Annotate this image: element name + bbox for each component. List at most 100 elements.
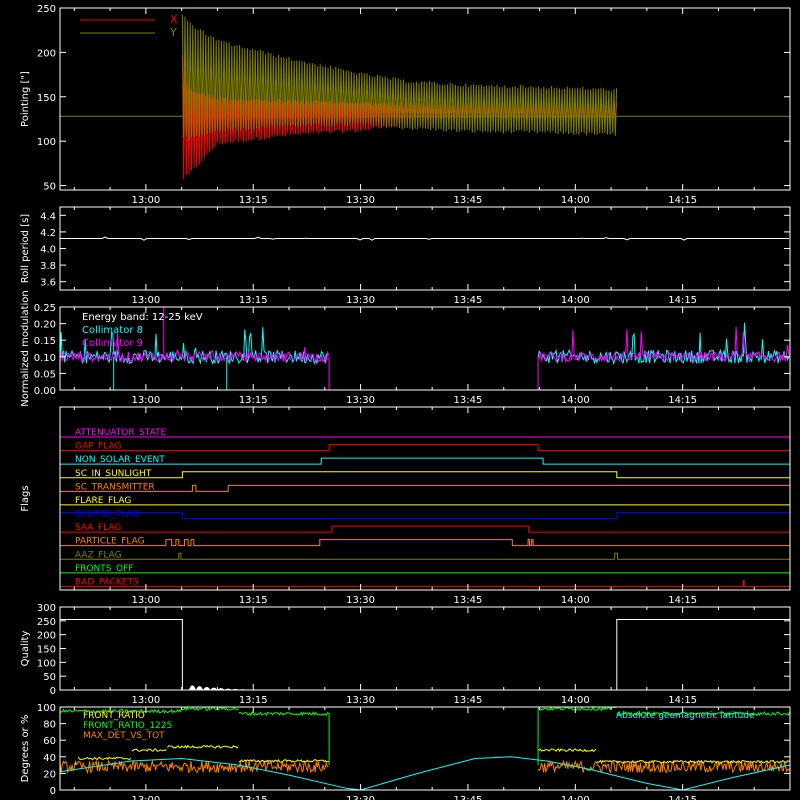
y-tick-label: 250 (37, 617, 56, 628)
y-tick-label: 100 (37, 137, 56, 148)
x-tick-label: 13:15 (239, 795, 268, 800)
flag-trace (60, 539, 790, 547)
legend-label-collimator-8: Collimator 8 (82, 325, 143, 336)
flag-label: GAP_FLAG (75, 442, 121, 452)
panel-frame (59, 7, 791, 191)
y-tick-label: 4.2 (40, 228, 56, 239)
y-axis-label: Roll period [s] (20, 214, 31, 283)
flag-label: BAD_PACKETS (75, 577, 139, 587)
x-tick-label: 14:15 (668, 595, 697, 606)
y-axis-label: Flags (20, 485, 31, 511)
roll-period-series (60, 236, 789, 241)
x-tick-label: 13:30 (346, 295, 375, 306)
x-tick-label: 13:15 (239, 595, 268, 606)
flag-trace (60, 525, 790, 533)
flags-panel: ATTENUATOR_STATE GAP_FLAG NON_SOLAR_EVENT S… (20, 406, 791, 606)
x-tick-label: 13:30 (346, 695, 375, 706)
flag-trace (60, 471, 790, 479)
legend-label-front-ratio: FRONT_RATIO (83, 711, 145, 721)
flag-label: PARTICLE_FLAG (75, 537, 145, 547)
legend-label-front-ratio-1225: FRONT_RATIO_1225 (83, 721, 172, 731)
x-tick-label: 14:15 (668, 395, 697, 406)
y-tick-label: 250 (37, 4, 56, 15)
flag-label: FLARE_FLAG (75, 496, 131, 506)
x-tick-label: 14:00 (561, 595, 590, 606)
legend-label-max-det-vs-tot: MAX_DET_VS_TOT (83, 731, 165, 741)
y-tick-label: 0.25 (34, 303, 56, 314)
x-tick-label: 13:45 (454, 195, 483, 206)
flag-trace (60, 444, 790, 452)
y-axis-label: Quality (20, 631, 31, 667)
x-tick-label: 13:45 (454, 295, 483, 306)
x-tick-label: 13:30 (346, 795, 375, 800)
y-tick-label: 200 (37, 48, 56, 59)
geomagnetic-latitude-series (59, 756, 791, 791)
legend-label-collimator-9: Collimator 9 (82, 338, 143, 349)
y-tick-label: 0.15 (34, 336, 56, 347)
roll-period-panel: 13:00 13:15 13:30 13:45 14:00 14:15 Roll perio… (20, 206, 791, 306)
flag-trace (60, 579, 790, 587)
x-tick-label: 13:00 (131, 695, 160, 706)
pointing-y-series (181, 14, 618, 140)
x-tick-label: 14:00 (561, 695, 590, 706)
x-tick-label: 14:00 (561, 795, 590, 800)
panel-frame (59, 206, 791, 291)
flag-label: FRONTS_OFF (75, 564, 133, 574)
flag-label: ATTENUATOR_STATE (75, 428, 167, 438)
x-tick-label: 14:15 (668, 695, 697, 706)
y-tick-label: 0 (50, 786, 56, 797)
y-tick-label: 100 (37, 658, 56, 669)
x-tick-label: 13:15 (239, 295, 268, 306)
flag-label: NON_SOLAR_EVENT (75, 455, 165, 465)
x-tick-label: 13:45 (454, 695, 483, 706)
legend-label-x: X (170, 13, 178, 26)
quality-burst (188, 685, 197, 691)
flag-trace (60, 512, 790, 519)
x-tick-label: 13:45 (454, 395, 483, 406)
flag-label: SC_IN_SUNLIGHT (75, 469, 152, 479)
flag-label: AAZ_FLAG (75, 550, 122, 560)
x-tick-label: 13:30 (346, 395, 375, 406)
y-tick-label: 0 (50, 686, 56, 697)
flag-trace (60, 552, 790, 560)
y-axis-label: Pointing ["] (20, 71, 31, 127)
panel-frame (59, 406, 791, 591)
y-tick-label: 50 (43, 672, 56, 683)
pointing-panel: XY 13:00 13:15 13:30 13:45 14:00 14:15 Pointing… (20, 4, 791, 206)
y-tick-label: 40 (43, 753, 56, 764)
y-tick-label: 150 (37, 645, 56, 656)
x-tick-label: 13:15 (239, 195, 268, 206)
front-ratio-1225-series (59, 705, 791, 717)
x-tick-label: 14:15 (668, 795, 697, 800)
y-tick-label: 150 (37, 93, 56, 104)
y-tick-label: 3.8 (40, 261, 56, 272)
flag-label: SAA_FLAG (75, 523, 121, 533)
y-tick-label: 60 (43, 736, 56, 747)
panel-frame (59, 306, 791, 391)
flag-label: SC_TRANSMITTER (75, 482, 155, 492)
ratio-panel: FRONT_RATIOFRONT_RATIO_1225MAX_DET_VS_TO… (20, 703, 791, 800)
y-tick-label: 4.0 (40, 245, 56, 256)
x-tick-label: 13:30 (346, 195, 375, 206)
y-axis-label: Normalized modulation (20, 290, 31, 407)
y-tick-label: 0.10 (34, 353, 56, 364)
x-tick-label: 13:15 (239, 395, 268, 406)
x-tick-label: 13:30 (346, 595, 375, 606)
y-tick-label: 4.4 (40, 211, 56, 222)
flag-trace (60, 484, 790, 492)
y-tick-label: 50 (43, 182, 56, 193)
x-tick-label: 14:00 (561, 195, 590, 206)
quality-panel: 13:00 13:15 13:30 13:45 14:00 14:15 Quality 0 50… (20, 603, 791, 706)
x-tick-label: 13:00 (131, 395, 160, 406)
y-tick-label: 80 (43, 720, 56, 731)
flag-label: ECLIPSE_FLAG (75, 510, 139, 520)
x-tick-label: 13:00 (131, 295, 160, 306)
max-det-vs-tot-series (59, 759, 791, 775)
y-tick-label: 20 (43, 769, 56, 780)
collimator-9-series (59, 326, 790, 364)
y-axis-label: Degrees or % (20, 715, 31, 783)
front-ratio-1225-gap (328, 708, 539, 766)
y-tick-label: 0.20 (34, 320, 56, 331)
panel-frame (59, 706, 791, 791)
